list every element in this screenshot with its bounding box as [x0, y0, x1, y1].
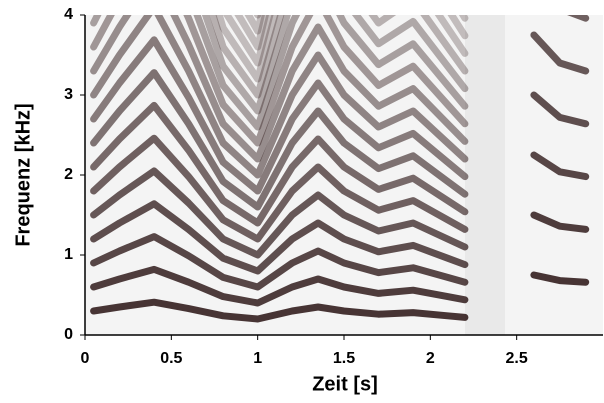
harmonic [90, 15, 590, 243]
x-tick-label: 2 [426, 350, 435, 367]
x-tick-label: 1 [253, 350, 262, 367]
harmonic [90, 15, 469, 147]
harmonic [90, 271, 590, 323]
harmonic [90, 151, 590, 291]
y-tick-label: 1 [64, 246, 73, 263]
y-tick-label: 2 [64, 166, 73, 183]
harmonic [90, 211, 590, 307]
y-tick-label: 3 [64, 86, 73, 103]
harmonic [90, 15, 469, 179]
harmonic [90, 15, 469, 163]
harmonic [90, 36, 469, 195]
noise-region [465, 15, 505, 335]
y-axis-label: Frequenz [kHz] [12, 103, 34, 246]
harmonic [201, 15, 469, 115]
x-axis-label: Zeit [s] [312, 373, 378, 395]
harmonic [90, 101, 469, 227]
harmonic [90, 15, 469, 131]
harmonic [253, 15, 262, 19]
y-tick-label: 0 [64, 326, 73, 343]
harmonics [90, 15, 590, 323]
y-tick-label: 4 [64, 6, 73, 23]
harmonic [90, 69, 469, 211]
harmonic [90, 91, 590, 275]
x-tick-label: 0.5 [160, 350, 182, 367]
harmonic [90, 31, 590, 259]
x-tick-label: 2.5 [506, 350, 528, 367]
x-tick-label: 1.5 [333, 350, 355, 367]
x-tick-label: 0 [81, 350, 90, 367]
